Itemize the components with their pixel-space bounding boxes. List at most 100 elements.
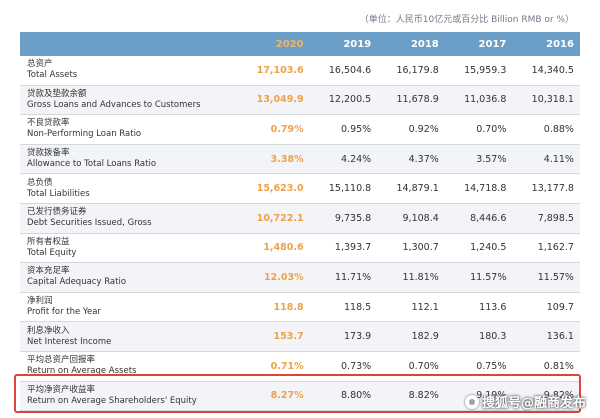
header-year-2020: 2020 <box>275 38 304 50</box>
value-cell: 0.73% <box>341 360 372 372</box>
value-cell: 0.88% <box>543 123 574 135</box>
roe-highlight-box <box>14 374 581 413</box>
watermark-text: 搜狐号@融商发布 <box>481 396 586 411</box>
value-cell: 10,318.1 <box>531 94 574 106</box>
value-cell: 9,108.4 <box>402 212 439 224</box>
row-label-en: Net Interest Income <box>27 336 112 347</box>
value-cell: 9.82% <box>543 390 574 402</box>
row-label: 净利润 Profit for the Year <box>20 296 242 318</box>
row-label-zh: 净利润 <box>27 296 53 307</box>
row-label-zh: 贷款及垫款余额 <box>27 88 87 99</box>
header-year-2019: 2019 <box>343 38 372 50</box>
value-cell: 1,162.7 <box>537 242 574 254</box>
watermark: 搜狐号@融商发布 <box>464 392 586 411</box>
value-cell: 173.9 <box>343 331 372 343</box>
row-label: 所有者权益 Total Equity <box>20 237 242 259</box>
value-cell: 3.57% <box>476 153 507 165</box>
header-year-2018: 2018 <box>410 38 439 50</box>
table-row: 贷款拨备率 Allowance to Total Loans Ratio 3.38%… <box>20 144 580 175</box>
value-cell: 180.3 <box>479 331 507 343</box>
table-header-row: 2020 2019 2018 2017 2016 <box>20 32 580 56</box>
row-label-zh: 利息净收入 <box>27 325 70 336</box>
table-row: 净利润 Profit for the Year 118.8 118.5 112.1 113… <box>20 293 580 323</box>
row-label-zh: 所有者权益 <box>27 236 70 247</box>
row-label-zh: 不良贷款率 <box>27 118 70 129</box>
value-cell: 1,240.5 <box>470 242 507 254</box>
value-cell: 0.79% <box>270 123 304 135</box>
value-cell: 11.57% <box>537 271 574 283</box>
row-label-en: Total Assets <box>27 70 78 81</box>
value-cell: 118.5 <box>343 301 372 313</box>
value-cell: 11.71% <box>334 271 372 283</box>
value-cell: 0.71% <box>270 360 304 372</box>
row-label: 利息净收入 Net Interest Income <box>20 326 242 348</box>
row-label: 总资产 Total Assets <box>20 59 242 81</box>
value-cell: 8.27% <box>270 390 304 402</box>
row-label-en: Capital Adequacy Ratio <box>27 277 127 288</box>
value-cell: 3.38% <box>270 153 304 165</box>
row-label-en: Profit for the Year <box>27 307 101 318</box>
row-label: 平均净资产收益率 Return on Average Shareholders' … <box>20 385 242 407</box>
value-cell: 15,623.0 <box>256 183 304 195</box>
value-cell: 7,898.5 <box>537 212 574 224</box>
value-cell: 4.11% <box>543 153 574 165</box>
value-cell: 113.6 <box>479 301 507 313</box>
value-cell: 0.70% <box>476 123 507 135</box>
value-cell: 0.81% <box>543 360 574 372</box>
row-label-en: Gross Loans and Advances to Customers <box>27 99 201 110</box>
row-label-zh: 资本充足率 <box>27 266 70 277</box>
row-label: 不良贷款率 Non-Performing Loan Ratio <box>20 118 242 140</box>
row-label: 资本充足率 Capital Adequacy Ratio <box>20 266 242 288</box>
value-cell: 1,300.7 <box>402 242 439 254</box>
value-cell: 136.1 <box>546 331 574 343</box>
value-cell: 1,480.6 <box>263 242 304 254</box>
row-label: 平均总资产回报率 Return on Average Assets <box>20 355 242 377</box>
row-label-zh: 总负债 <box>27 177 53 188</box>
table-row: 平均总资产回报率 Return on Average Assets 0.71% 0.7… <box>20 352 580 382</box>
financial-summary-table: 2020 2019 2018 2017 2016 总资产 Total Assets… <box>20 32 580 412</box>
value-cell: 11,036.8 <box>464 94 507 106</box>
value-cell: 4.24% <box>341 153 372 165</box>
value-cell: 0.75% <box>476 360 507 372</box>
value-cell: 14,340.5 <box>531 64 574 76</box>
table-row: 贷款及垫款余额 Gross Loans and Advances to Custo… <box>20 85 580 116</box>
row-label-en: Debt Securities Issued, Gross <box>27 218 152 229</box>
row-label-zh: 总资产 <box>27 59 53 70</box>
value-cell: 13,049.9 <box>256 94 304 106</box>
value-cell: 9.19% <box>476 390 507 402</box>
row-label-zh: 平均总资产回报率 <box>27 355 96 366</box>
value-cell: 11.81% <box>402 271 439 283</box>
header-year-2016: 2016 <box>546 38 574 50</box>
row-label-en: Allowance to Total Loans Ratio <box>27 159 157 170</box>
value-cell: 118.8 <box>273 301 304 313</box>
table-row: 资本充足率 Capital Adequacy Ratio 12.03% 11.71% 1… <box>20 263 580 293</box>
value-cell: 8.82% <box>408 390 439 402</box>
value-cell: 11,678.9 <box>396 94 439 106</box>
row-label: 总负债 Total Liabilities <box>20 178 242 200</box>
value-cell: 153.7 <box>273 331 304 343</box>
value-cell: 0.70% <box>408 360 439 372</box>
value-cell: 112.1 <box>411 301 439 313</box>
value-cell: 1,393.7 <box>334 242 372 254</box>
value-cell: 8,446.6 <box>470 212 507 224</box>
value-cell: 0.95% <box>341 123 372 135</box>
value-cell: 9,735.8 <box>334 212 372 224</box>
value-cell: 12.03% <box>264 271 304 283</box>
row-label: 贷款及垫款余额 Gross Loans and Advances to Custo… <box>20 89 242 111</box>
value-cell: 16,179.8 <box>396 64 439 76</box>
table-row: 不良贷款率 Non-Performing Loan Ratio 0.79% 0.95%… <box>20 115 580 145</box>
row-label-en: Non-Performing Loan Ratio <box>27 129 142 140</box>
value-cell: 182.9 <box>411 331 439 343</box>
table-row: 所有者权益 Total Equity 1,480.6 1,393.7 1,300.7 1,… <box>20 234 580 264</box>
row-label-en: Total Equity <box>27 247 77 258</box>
table-row: 总资产 Total Assets 17,103.6 16,504.6 16,179.8 1… <box>20 56 580 86</box>
value-cell: 109.7 <box>546 301 574 313</box>
row-label-en: Total Liabilities <box>27 188 90 199</box>
value-cell: 12,200.5 <box>328 94 372 106</box>
table-row: 已发行债务证券 Debt Securities Issued, Gross 10,7… <box>20 203 580 234</box>
row-label-zh: 已发行债务证券 <box>27 207 87 218</box>
header-year-2017: 2017 <box>478 38 507 50</box>
table-row: 总负债 Total Liabilities 15,623.0 15,110.8 14,8… <box>20 174 580 204</box>
row-label: 已发行债务证券 Debt Securities Issued, Gross <box>20 207 242 229</box>
row-label-zh: 贷款拨备率 <box>27 148 70 159</box>
